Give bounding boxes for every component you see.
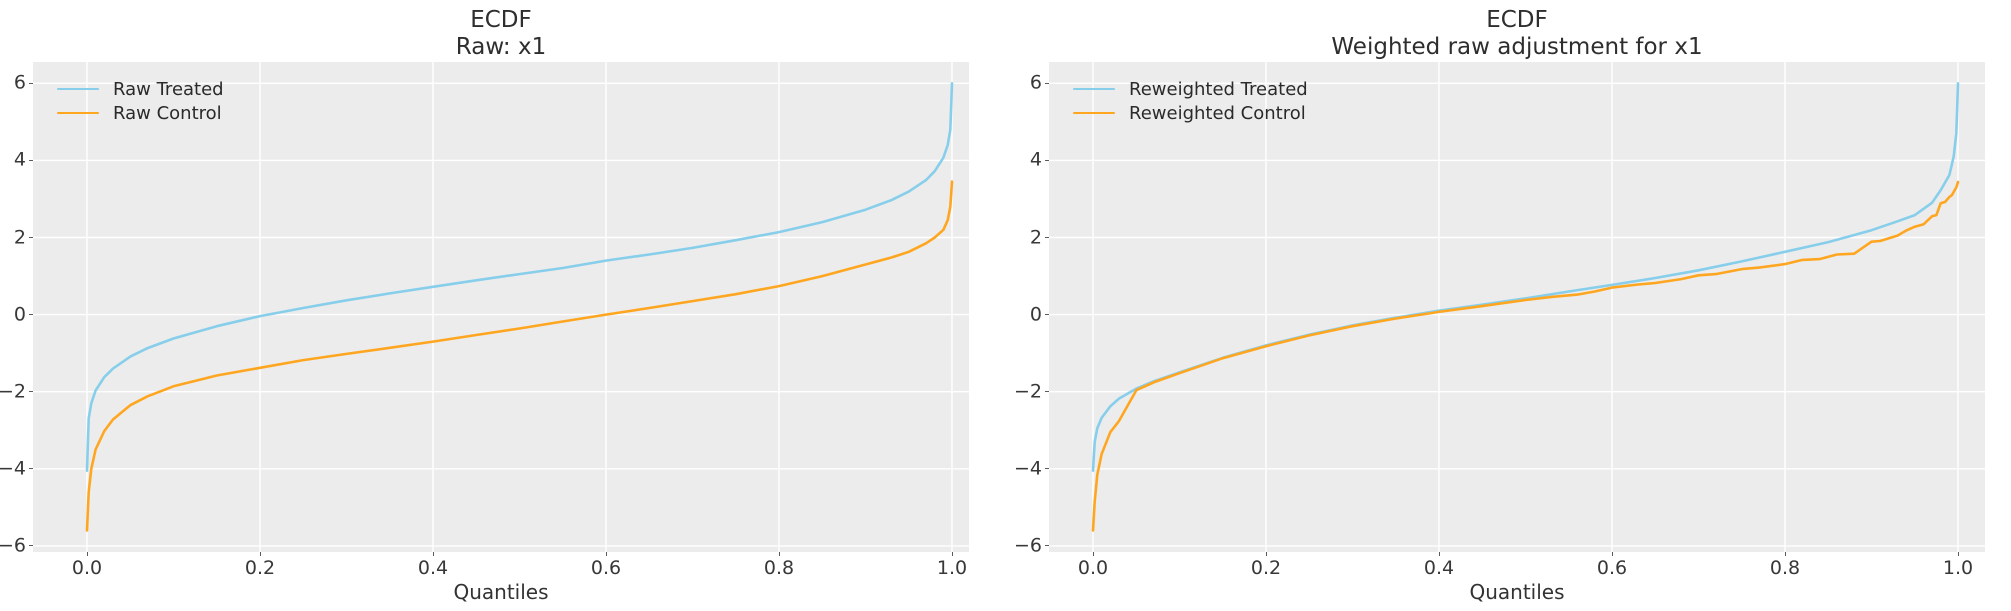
y-tick-label: 2	[1029, 226, 1042, 248]
x-tick-label: 0.6	[590, 557, 622, 579]
left-legend: Raw Treated Raw Control	[57, 77, 224, 125]
right-plot-area: Reweighted Treated Reweighted Control	[1049, 62, 1985, 552]
legend-label: Raw Treated	[113, 78, 224, 100]
x-tick-mark	[259, 552, 261, 556]
x-tick-label: 0.2	[244, 557, 276, 579]
right-plot-title-line2: Weighted raw adjustment for x1	[1331, 34, 1703, 60]
right-plot-canvas	[1049, 62, 1985, 552]
y-tick-label: −2	[0, 380, 26, 403]
y-tick-label: 0	[13, 303, 26, 326]
x-tick-mark	[1957, 552, 1959, 556]
y-tick-mark	[29, 468, 33, 470]
y-tick-label: −4	[0, 457, 26, 480]
x-tick-mark	[605, 552, 607, 556]
x-tick-mark	[1438, 552, 1440, 556]
y-tick-label: 4	[13, 148, 26, 171]
x-tick-mark	[1265, 552, 1267, 556]
y-tick-mark	[1045, 468, 1049, 470]
x-tick-label: 0.0	[1077, 557, 1109, 579]
legend-label: Reweighted Treated	[1129, 78, 1308, 100]
x-tick-label: 0.8	[1769, 557, 1801, 579]
raw-treated-line	[85, 81, 954, 473]
y-tick-label: 0	[1029, 303, 1042, 326]
x-tick-mark	[1784, 552, 1786, 556]
legend-row: Reweighted Treated	[1073, 77, 1308, 101]
right-plot-title: ECDF Weighted raw adjustment for x1	[1049, 7, 1985, 61]
y-tick-mark	[1045, 314, 1049, 316]
y-tick-label: 2	[13, 226, 26, 248]
reweighted-treated-line	[1091, 81, 1960, 473]
reweighted-control-line-swatch	[1073, 112, 1115, 114]
y-tick-label: −2	[1013, 380, 1042, 403]
right-xaxis-label: Quantiles	[1469, 580, 1565, 604]
y-tick-mark	[29, 82, 33, 84]
left-plot-canvas	[33, 62, 969, 552]
y-tick-mark	[29, 545, 33, 547]
legend-row: Reweighted Control	[1073, 101, 1308, 125]
x-tick-label: 1.0	[936, 557, 968, 579]
legend-row: Raw Treated	[57, 77, 224, 101]
x-tick-mark	[1611, 552, 1613, 556]
y-tick-label: −6	[0, 534, 26, 557]
legend-row: Raw Control	[57, 101, 224, 125]
x-tick-label: 0.6	[1596, 557, 1628, 579]
left-plot-title-line2: Raw: x1	[455, 34, 547, 60]
x-tick-mark	[1092, 552, 1094, 556]
y-tick-mark	[1045, 237, 1049, 238]
x-tick-mark	[432, 552, 434, 556]
y-tick-mark	[1045, 82, 1049, 84]
x-tick-mark	[951, 552, 953, 556]
y-tick-label: 6	[1029, 71, 1042, 94]
y-tick-label: 6	[13, 71, 26, 94]
legend-label: Reweighted Control	[1129, 102, 1306, 124]
left-plot-title: ECDF Raw: x1	[33, 7, 969, 61]
y-tick-mark	[29, 314, 33, 316]
y-tick-mark	[29, 159, 33, 161]
x-tick-label: 1.0	[1942, 557, 1974, 579]
x-tick-label: 0.2	[1250, 557, 1282, 579]
raw-control-line	[85, 180, 954, 532]
x-tick-label: 0.0	[71, 557, 103, 579]
left-plot-area: Raw Treated Raw Control	[33, 62, 969, 552]
left-plot-title-line1: ECDF	[470, 7, 532, 33]
reweighted-control-line	[1091, 180, 1960, 532]
x-tick-label: 0.4	[1423, 557, 1455, 579]
y-tick-mark	[29, 391, 33, 393]
x-tick-label: 0.4	[417, 557, 449, 579]
y-tick-mark	[29, 237, 33, 238]
y-tick-label: −6	[1013, 534, 1042, 557]
x-tick-mark	[86, 552, 88, 556]
x-tick-mark	[778, 552, 780, 556]
raw-treated-line-swatch	[57, 88, 99, 90]
right-legend: Reweighted Treated Reweighted Control	[1073, 77, 1308, 125]
legend-label: Raw Control	[113, 102, 222, 124]
y-tick-label: 4	[1029, 148, 1042, 171]
right-plot-title-line1: ECDF	[1486, 7, 1548, 33]
reweighted-treated-line-swatch	[1073, 88, 1115, 90]
x-tick-label: 0.8	[763, 557, 795, 579]
y-tick-mark	[1045, 391, 1049, 393]
raw-control-line-swatch	[57, 112, 99, 114]
y-tick-mark	[1045, 159, 1049, 161]
y-tick-label: −4	[1013, 457, 1042, 480]
left-xaxis-label: Quantiles	[453, 580, 549, 604]
y-tick-mark	[1045, 545, 1049, 547]
